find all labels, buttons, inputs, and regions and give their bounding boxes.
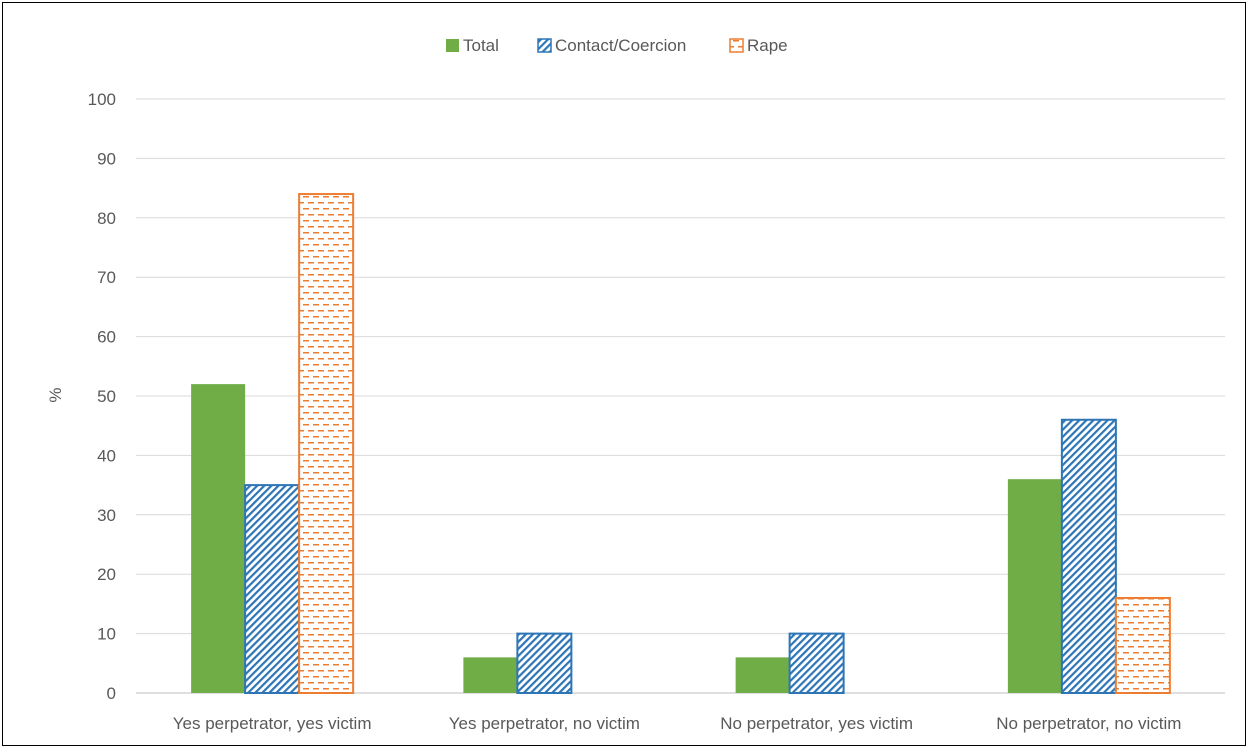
x-tick-label: Yes perpetrator, no victim: [449, 714, 640, 733]
legend-swatch: [729, 38, 744, 53]
y-tick-label: 40: [97, 446, 116, 465]
legend-swatch: [446, 39, 459, 52]
bar-contact-coercion: [1060, 418, 1117, 694]
x-tick-label: No perpetrator, yes victim: [720, 714, 913, 733]
legend-swatch: [537, 38, 552, 53]
y-axis-title: %: [46, 387, 65, 402]
x-tick-label: No perpetrator, no victim: [996, 714, 1181, 733]
bar-total: [463, 657, 518, 693]
y-tick-label: 20: [97, 565, 116, 584]
bar-rape: [1114, 596, 1171, 695]
bar-total: [735, 657, 790, 693]
y-tick-label: 10: [97, 625, 116, 644]
y-tick-label: 100: [88, 90, 116, 109]
bar-rape: [298, 193, 355, 694]
x-axis: Yes perpetrator, yes victim Yes perpetrat…: [173, 714, 1182, 733]
bar-total: [191, 384, 246, 693]
legend-label: Total: [463, 36, 499, 55]
y-tick-label: 30: [97, 506, 116, 525]
bar-total: [1007, 479, 1062, 693]
bar-contact-coercion: [516, 632, 573, 694]
y-tick-label: 80: [97, 209, 116, 228]
y-tick-label: 0: [107, 684, 116, 703]
legend: Total Contact/Coercion Rape: [446, 36, 788, 55]
y-tick-label: 60: [97, 328, 116, 347]
y-tick-label: 70: [97, 268, 116, 287]
legend-label: Rape: [747, 36, 788, 55]
bar-contact-coercion: [244, 484, 301, 694]
bar-chart: 0 10 20 30 40 50 60 70 80 90 100 Yes perpetrator, …: [46, 36, 1225, 733]
x-tick-label: Yes perpetrator, yes victim: [173, 714, 372, 733]
y-tick-label: 50: [97, 387, 116, 406]
y-tick-label: 90: [97, 149, 116, 168]
bars: [191, 193, 1171, 695]
bar-contact-coercion: [788, 632, 845, 694]
y-axis: 0 10 20 30 40 50 60 70 80 90 100: [88, 90, 116, 703]
legend-label: Contact/Coercion: [555, 36, 686, 55]
